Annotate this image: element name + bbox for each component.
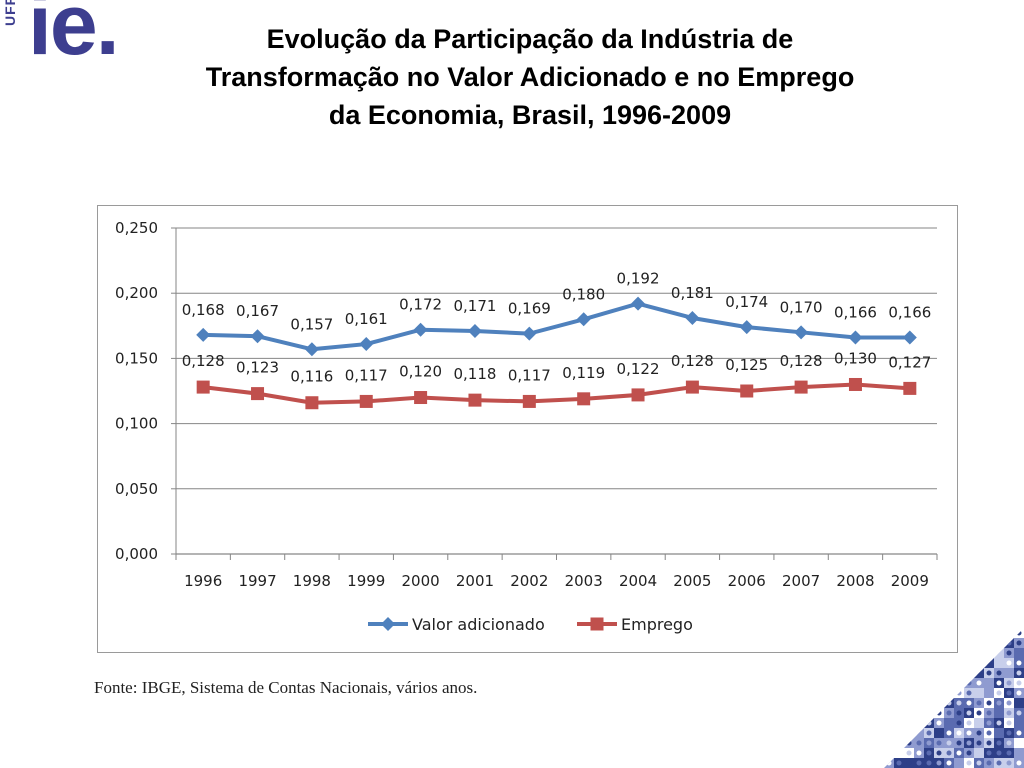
data-point-emprego — [196, 380, 210, 394]
data-point-emprego — [359, 394, 373, 408]
data-label-valor-adicionado: 0,170 — [780, 298, 823, 316]
title-line-2: Transformação no Valor Adicionado e no E… — [205, 62, 855, 92]
data-label-emprego: 0,117 — [508, 366, 551, 384]
data-label-emprego: 0,128 — [182, 352, 225, 370]
x-tick-label: 2004 — [619, 572, 657, 590]
y-tick-label: 0,200 — [115, 284, 158, 302]
x-tick-label: 1996 — [184, 572, 222, 590]
data-label-emprego: 0,128 — [671, 352, 714, 370]
x-tick-label: 2002 — [510, 572, 548, 590]
data-label-emprego: 0,116 — [290, 368, 333, 386]
data-label-valor-adicionado: 0,166 — [888, 304, 931, 322]
data-label-valor-adicionado: 0,157 — [290, 315, 333, 333]
data-point-emprego — [903, 381, 917, 395]
data-label-emprego: 0,120 — [399, 363, 442, 381]
data-point-emprego — [740, 384, 754, 398]
data-point-emprego — [414, 391, 428, 405]
data-label-valor-adicionado: 0,181 — [671, 284, 714, 302]
data-label-emprego: 0,118 — [453, 365, 496, 383]
legend-valor-adicionado-label: Valor adicionado — [412, 615, 545, 634]
data-point-valor-adicionado — [794, 325, 809, 340]
data-label-emprego: 0,125 — [725, 356, 768, 374]
legend-emprego-marker — [590, 617, 604, 631]
x-tick-label: 2007 — [782, 572, 820, 590]
ie-ufrj-logo: UFRJ ie. — [2, 0, 128, 80]
x-tick-label: 1997 — [238, 572, 276, 590]
series-line-valor-adicionado — [203, 301, 910, 352]
data-label-valor-adicionado: 0,192 — [617, 270, 660, 288]
slide-title: Evolução da Participação da Indústria de… — [160, 20, 900, 134]
data-label-emprego: 0,128 — [780, 352, 823, 370]
data-point-emprego — [631, 388, 645, 402]
data-point-valor-adicionado — [685, 310, 700, 325]
data-label-valor-adicionado: 0,166 — [834, 304, 877, 322]
x-tick-label: 2006 — [728, 572, 766, 590]
data-point-valor-adicionado — [522, 326, 537, 341]
x-tick-label: 1998 — [293, 572, 331, 590]
data-point-emprego — [522, 394, 536, 408]
data-point-valor-adicionado — [576, 312, 591, 327]
data-point-valor-adicionado — [467, 324, 482, 339]
data-point-emprego — [685, 380, 699, 394]
data-label-valor-adicionado: 0,174 — [725, 293, 768, 311]
data-point-emprego — [468, 393, 482, 407]
data-point-valor-adicionado — [304, 342, 319, 357]
y-tick-label: 0,000 — [115, 545, 158, 563]
title-line-1: Evolução da Participação da Indústria de — [266, 24, 794, 54]
x-tick-label: 2005 — [673, 572, 711, 590]
data-point-valor-adicionado — [413, 322, 428, 337]
data-label-emprego: 0,127 — [888, 353, 931, 371]
data-point-emprego — [794, 380, 808, 394]
decorative-pattern-corner — [884, 628, 1024, 768]
x-tick-label: 2009 — [891, 572, 929, 590]
data-label-valor-adicionado: 0,161 — [345, 310, 388, 328]
data-point-valor-adicionado — [631, 296, 646, 311]
title-line-3: da Economia, Brasil, 1996-2009 — [328, 100, 732, 130]
data-point-emprego — [251, 387, 265, 401]
data-label-valor-adicionado: 0,180 — [562, 285, 605, 303]
data-label-emprego: 0,117 — [345, 366, 388, 384]
data-label-emprego: 0,130 — [834, 349, 877, 367]
data-point-valor-adicionado — [359, 337, 374, 352]
data-label-emprego: 0,119 — [562, 364, 605, 382]
y-tick-label: 0,250 — [115, 219, 158, 237]
legend-emprego-label: Emprego — [621, 615, 693, 634]
data-point-valor-adicionado — [196, 327, 211, 342]
data-point-emprego — [577, 392, 591, 406]
data-point-valor-adicionado — [739, 320, 754, 335]
data-label-emprego: 0,122 — [617, 360, 660, 378]
data-label-valor-adicionado: 0,168 — [182, 301, 225, 319]
series-line-emprego — [202, 382, 910, 405]
data-label-valor-adicionado: 0,172 — [399, 296, 442, 314]
data-label-valor-adicionado: 0,171 — [453, 297, 496, 315]
data-label-emprego: 0,123 — [236, 359, 279, 377]
x-tick-label: 2008 — [836, 572, 874, 590]
data-label-valor-adicionado: 0,167 — [236, 302, 279, 320]
data-point-valor-adicionado — [250, 329, 265, 344]
logo-ie-text: ie. — [28, 0, 120, 73]
y-tick-label: 0,150 — [115, 349, 158, 367]
chart-frame — [97, 205, 958, 653]
y-tick-label: 0,100 — [115, 415, 158, 433]
data-label-valor-adicionado: 0,169 — [508, 300, 551, 318]
x-tick-label: 2003 — [565, 572, 603, 590]
data-point-valor-adicionado — [848, 330, 863, 345]
data-point-emprego — [848, 377, 862, 391]
source-note: Fonte: IBGE, Sistema de Contas Nacionais… — [94, 678, 478, 697]
y-tick-label: 0,050 — [115, 480, 158, 498]
data-point-emprego — [305, 396, 319, 410]
legend-valor-adicionado-marker — [381, 617, 395, 631]
x-tick-label: 1999 — [347, 572, 385, 590]
x-tick-label: 2000 — [402, 572, 440, 590]
x-tick-label: 2001 — [456, 572, 494, 590]
data-point-valor-adicionado — [902, 330, 917, 345]
